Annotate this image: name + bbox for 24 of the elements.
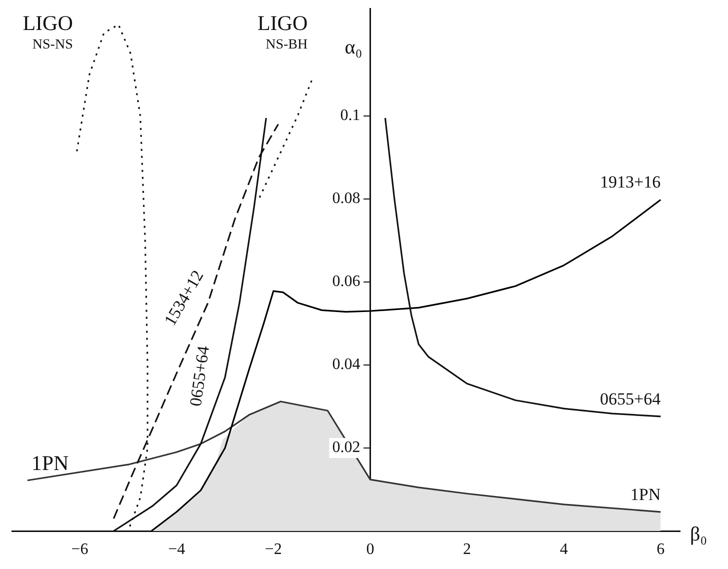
x-tick-label: 6 — [656, 540, 665, 558]
x-tick-label: 2 — [463, 540, 472, 558]
line-series — [258, 80, 312, 200]
x-tick-label: 0 — [366, 540, 374, 558]
x-tick-label: −2 — [264, 540, 282, 558]
y-tick-label: 0.06 — [332, 273, 360, 290]
y-tick-label: 0.08 — [332, 190, 360, 208]
text: 0655+64 — [186, 344, 214, 408]
series-label: 0655+64 — [600, 389, 662, 408]
annotation: NS-NS — [32, 38, 73, 53]
x-axis-title: β₀ — [690, 523, 708, 546]
x-tick-label: −4 — [168, 540, 186, 558]
y-tick-label: 0.04 — [332, 356, 360, 374]
y-tick-label: 0.1 — [340, 107, 360, 124]
series-label: 1PN — [630, 484, 661, 504]
x-tick-label: −6 — [71, 540, 88, 558]
annotation: LIGO — [22, 11, 73, 36]
annotation: 1PN — [31, 450, 69, 475]
annotation: LIGO — [257, 11, 308, 36]
x-tick-label: 4 — [560, 540, 568, 558]
annotation: NS-BH — [266, 38, 308, 53]
y-axis-title: α₀ — [344, 36, 362, 58]
y-tick-label: 0.02 — [332, 439, 360, 456]
series-label: 1913+16 — [600, 172, 661, 192]
